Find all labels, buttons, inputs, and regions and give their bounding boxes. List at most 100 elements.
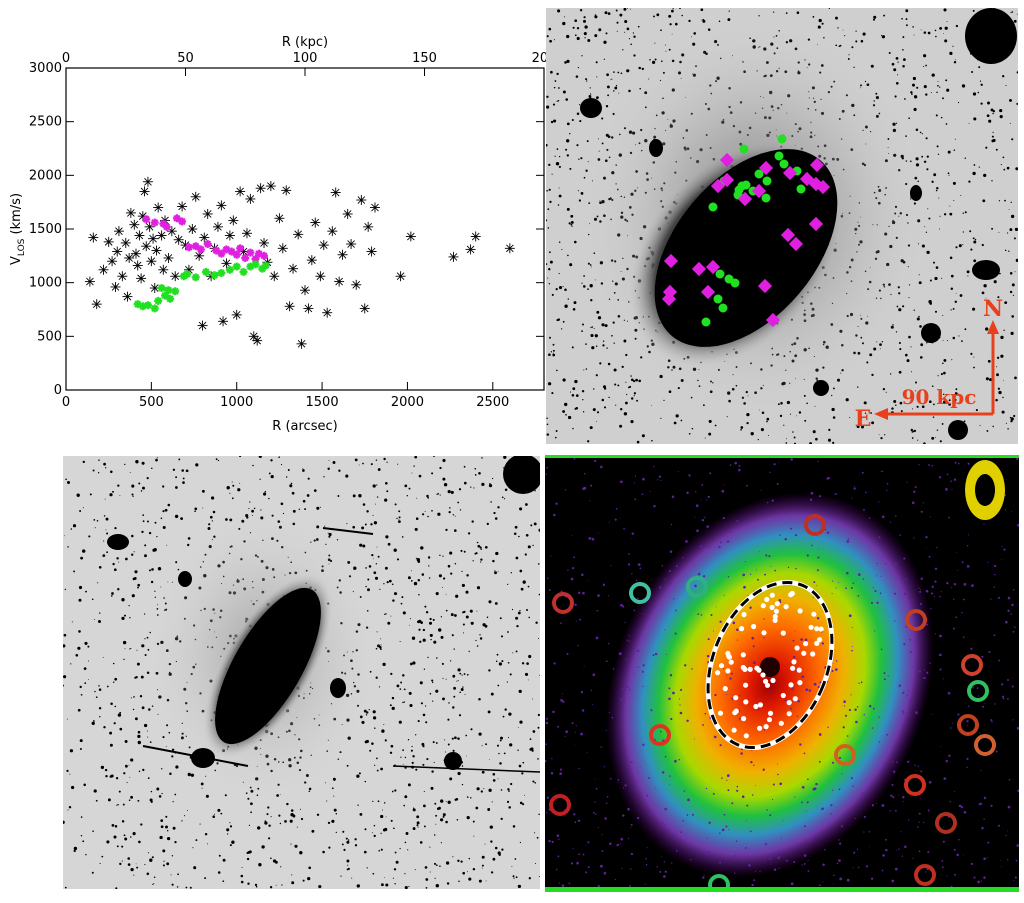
noise-speck xyxy=(560,884,562,885)
noise-speck xyxy=(398,519,400,521)
noise-speck xyxy=(415,768,418,771)
east-arrowhead xyxy=(874,408,888,420)
noise-speck xyxy=(809,839,812,842)
noise-speck xyxy=(95,696,98,699)
noise-speck xyxy=(574,603,577,607)
noise-speck xyxy=(912,430,915,433)
noise-speck xyxy=(772,11,775,13)
noise-speck xyxy=(144,864,146,866)
noise-speck xyxy=(476,645,479,647)
noise-speck xyxy=(916,405,919,408)
noise-speck xyxy=(574,821,577,824)
noise-speck xyxy=(892,796,895,799)
noise-speck xyxy=(633,392,637,395)
noise-speck xyxy=(931,464,934,467)
noise-speck xyxy=(383,583,385,585)
noise-speck xyxy=(949,256,953,260)
noise-speck xyxy=(63,644,66,648)
noise-speck xyxy=(679,704,681,706)
data-point xyxy=(153,202,164,213)
noise-speck xyxy=(399,688,402,690)
noise-speck xyxy=(620,72,623,75)
noise-speck xyxy=(854,708,857,712)
noise-speck xyxy=(448,702,450,704)
source-ring xyxy=(935,812,957,834)
noise-speck xyxy=(851,497,853,499)
noise-speck xyxy=(886,482,889,485)
noise-speck xyxy=(398,516,401,519)
noise-speck xyxy=(143,613,146,615)
noise-speck xyxy=(570,577,574,581)
noise-speck xyxy=(592,408,596,412)
noise-speck xyxy=(99,612,101,614)
noise-speck xyxy=(380,883,384,887)
noise-speck xyxy=(668,570,671,573)
noise-speck xyxy=(626,393,628,396)
noise-speck xyxy=(918,464,920,466)
noise-speck xyxy=(942,97,944,100)
noise-speck xyxy=(415,734,417,736)
noise-speck xyxy=(431,679,434,682)
noise-speck xyxy=(82,460,85,464)
noise-speck xyxy=(513,532,517,536)
noise-speck xyxy=(755,870,757,872)
noise-speck xyxy=(229,492,231,494)
noise-speck xyxy=(275,884,277,886)
noise-speck xyxy=(549,39,552,43)
noise-speck xyxy=(250,811,252,814)
noise-speck xyxy=(383,457,386,461)
noise-speck xyxy=(593,388,595,390)
noise-speck xyxy=(777,773,779,776)
noise-speck xyxy=(939,215,941,217)
noise-speck xyxy=(777,856,780,860)
diffraction-spike xyxy=(392,765,540,773)
noise-speck xyxy=(124,764,128,768)
noise-speck xyxy=(552,710,555,714)
noise-speck xyxy=(384,613,386,616)
noise-speck xyxy=(84,641,88,645)
noise-speck xyxy=(1003,168,1006,171)
noise-speck xyxy=(857,573,861,576)
noise-speck xyxy=(116,557,119,560)
noise-speck xyxy=(801,675,805,678)
noise-speck xyxy=(845,398,849,402)
noise-speck xyxy=(972,237,975,240)
data-point xyxy=(261,261,270,270)
noise-speck xyxy=(961,561,964,564)
green-tracer-dot xyxy=(739,144,749,154)
noise-speck xyxy=(153,876,156,879)
noise-speck xyxy=(907,760,910,763)
noise-speck xyxy=(995,750,998,753)
data-point xyxy=(369,202,380,213)
noise-speck xyxy=(794,846,796,848)
noise-speck xyxy=(417,578,421,582)
noise-speck xyxy=(743,585,746,589)
x-tick-label: 500 xyxy=(139,395,164,410)
noise-speck xyxy=(783,708,785,710)
noise-speck xyxy=(941,860,944,862)
noise-speck xyxy=(394,851,397,854)
noise-speck xyxy=(414,456,418,459)
noise-speck xyxy=(577,66,580,69)
noise-speck xyxy=(626,69,630,73)
noise-speck xyxy=(550,771,554,775)
noise-speck xyxy=(674,759,677,763)
noise-speck xyxy=(993,564,997,568)
noise-speck xyxy=(596,76,598,78)
noise-speck xyxy=(340,875,342,877)
noise-speck xyxy=(838,842,842,845)
noise-speck xyxy=(237,488,241,492)
noise-speck xyxy=(135,675,138,679)
noise-speck xyxy=(114,677,118,681)
noise-speck xyxy=(393,548,397,552)
noise-speck xyxy=(613,71,615,73)
white-tracer-dot xyxy=(741,611,747,618)
noise-speck xyxy=(835,492,838,495)
noise-speck xyxy=(413,465,415,467)
noise-speck xyxy=(418,628,421,631)
noise-speck xyxy=(950,287,954,291)
noise-speck xyxy=(506,681,508,683)
noise-speck xyxy=(880,34,883,36)
noise-speck xyxy=(661,771,665,774)
noise-speck xyxy=(453,695,456,698)
